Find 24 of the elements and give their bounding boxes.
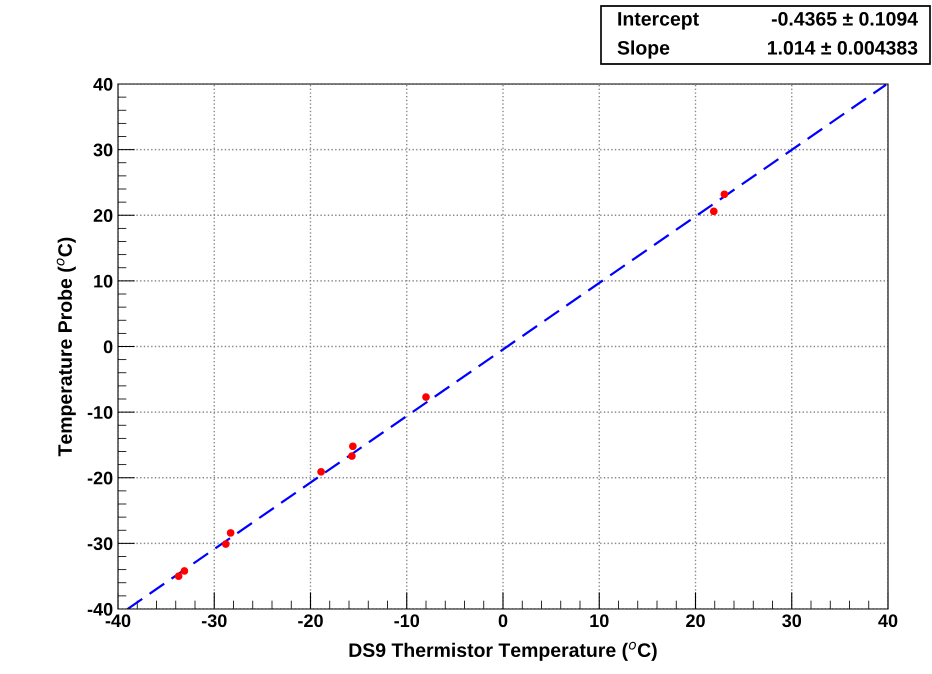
x-axis-title: DS9 Thermistor Temperature ($^{o}$C) xyxy=(350,642,657,661)
x-tick-label: 0 xyxy=(498,614,508,628)
text: -0.4365 ± 0.1094 xyxy=(772,12,918,26)
text: Slope xyxy=(618,40,670,59)
x-tick-label: 40 xyxy=(878,614,898,628)
y-tick-label: -20 xyxy=(88,472,112,484)
x-tick-label: -30 xyxy=(202,614,227,628)
text: Intercept xyxy=(618,12,699,30)
x-tick-label: -20 xyxy=(298,614,323,628)
y-tick-label: -10 xyxy=(88,406,112,419)
y-tick-label: 20 xyxy=(94,209,112,222)
text: 1.014 ± 0.004383 xyxy=(768,40,918,55)
y-tick-label: -30 xyxy=(88,537,112,550)
y-tick-label: 30 xyxy=(93,144,112,156)
y-tick-label: 40 xyxy=(93,78,112,91)
y-tick-label: 10 xyxy=(94,274,112,288)
x-tick-label: -40 xyxy=(106,614,130,628)
x-tick-label: 10 xyxy=(590,614,609,628)
y-tick-label: 0 xyxy=(104,340,112,354)
x-tick-label: -10 xyxy=(394,614,420,628)
x-tick-label: 30 xyxy=(782,614,802,628)
y-axis-title: Temperature Probe ($^{o}$C) xyxy=(56,238,76,456)
x-tick-label: 20 xyxy=(686,614,705,628)
y-tick-label: -40 xyxy=(88,602,112,616)
